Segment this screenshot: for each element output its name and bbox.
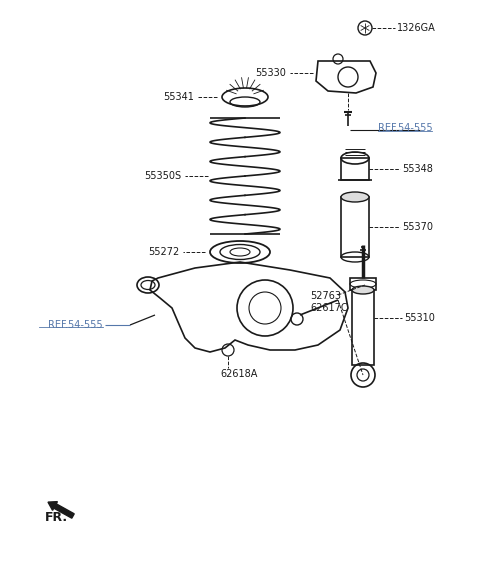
Bar xyxy=(350,278,376,290)
Text: 55330: 55330 xyxy=(255,68,286,78)
Bar xyxy=(341,158,369,180)
Text: REF.54-555: REF.54-555 xyxy=(378,123,432,133)
FancyArrow shape xyxy=(48,502,74,518)
Ellipse shape xyxy=(341,192,369,202)
Text: 52763: 52763 xyxy=(310,291,341,301)
Text: 55310: 55310 xyxy=(404,313,435,323)
Ellipse shape xyxy=(352,286,374,294)
Text: 1326GA: 1326GA xyxy=(397,23,436,33)
Text: 62618A: 62618A xyxy=(220,369,257,379)
Text: 62617C: 62617C xyxy=(310,303,348,313)
Bar xyxy=(352,290,374,365)
Text: 55272: 55272 xyxy=(148,247,179,257)
Text: 55350S: 55350S xyxy=(144,171,181,181)
Text: 55341: 55341 xyxy=(163,92,194,102)
Text: 55370: 55370 xyxy=(402,222,433,232)
Text: 55348: 55348 xyxy=(402,164,433,174)
Bar xyxy=(341,197,369,257)
Text: REF.54-555: REF.54-555 xyxy=(48,320,103,330)
Text: FR.: FR. xyxy=(45,511,68,524)
